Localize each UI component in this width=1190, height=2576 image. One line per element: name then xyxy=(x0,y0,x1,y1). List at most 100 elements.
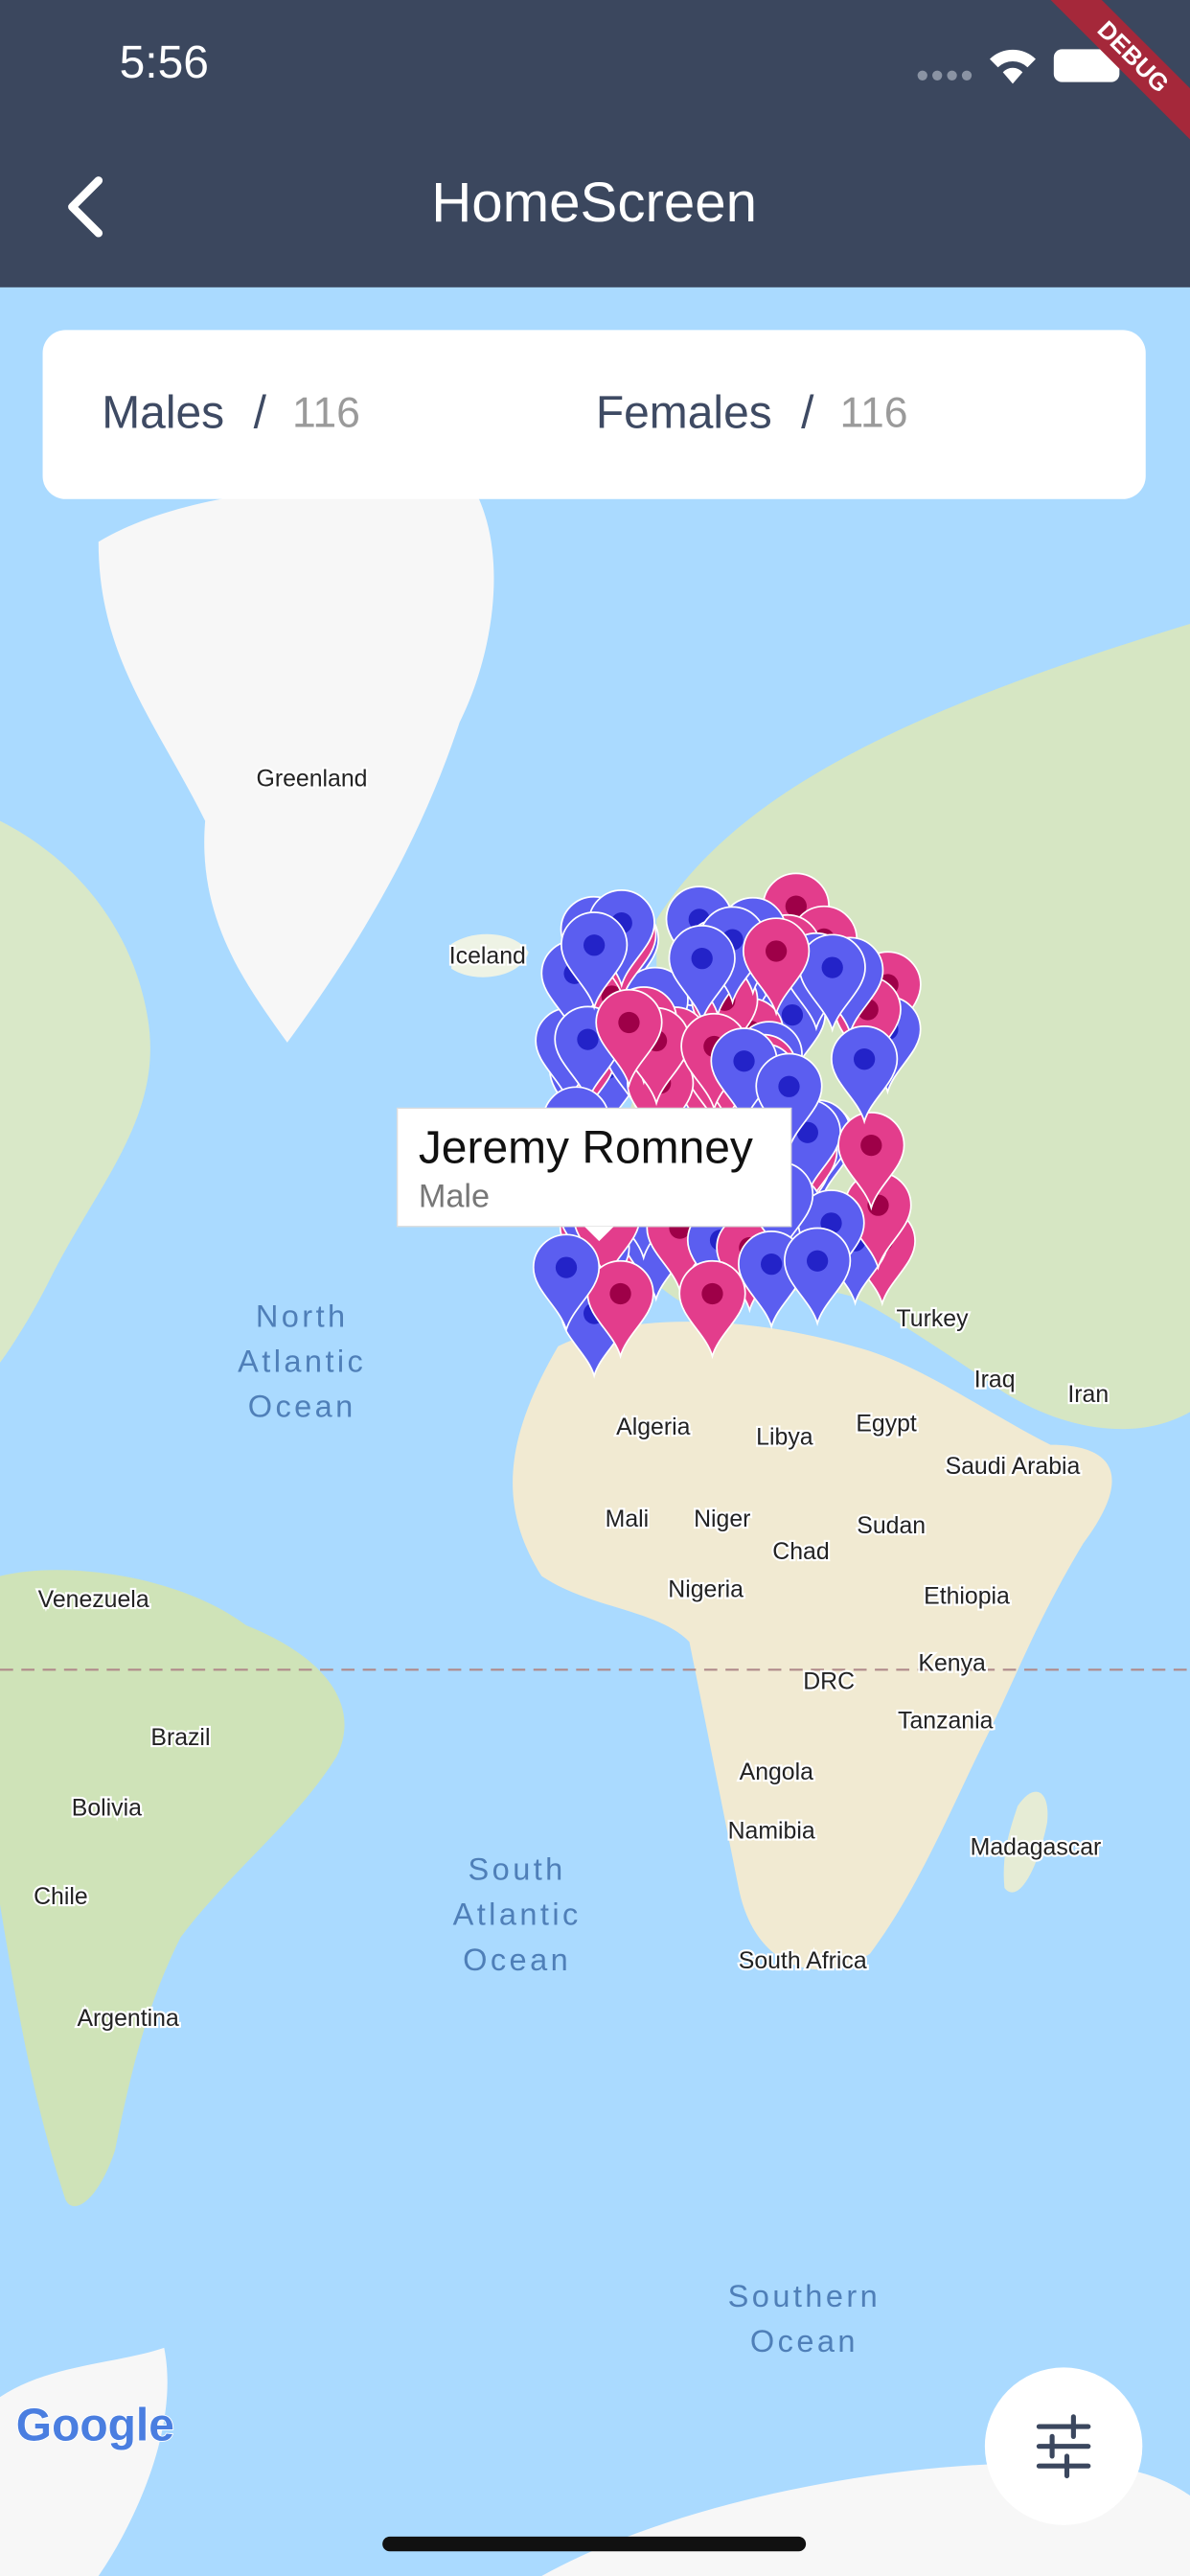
africa xyxy=(513,1322,1112,1970)
ocean-label: South xyxy=(469,1852,566,1887)
battery-icon xyxy=(1053,49,1120,82)
place-label: Greenland xyxy=(257,766,368,792)
marker-dot xyxy=(785,895,807,917)
marker-pin xyxy=(798,933,866,1033)
place-label: Turkey xyxy=(897,1306,970,1332)
map-marker[interactable] xyxy=(831,1025,899,1125)
map-marker[interactable] xyxy=(743,917,811,1017)
marker-pin xyxy=(586,1259,654,1360)
status-time: 5:56 xyxy=(120,37,209,88)
marker-dot xyxy=(555,1256,578,1278)
marker-pin xyxy=(668,925,736,1024)
place-label: DRC xyxy=(803,1669,855,1695)
place-label: Iraq xyxy=(974,1367,1016,1392)
place-label: Brazil xyxy=(150,1725,210,1751)
marker-pin xyxy=(561,911,629,1011)
debug-ribbon xyxy=(1050,0,1190,140)
place-label: Madagascar xyxy=(971,1835,1102,1861)
map-marker[interactable] xyxy=(755,1052,823,1153)
marker-dot xyxy=(609,1282,631,1305)
back-button[interactable] xyxy=(68,176,103,238)
south-america xyxy=(0,1570,345,2207)
google-logo: Google xyxy=(16,2400,174,2450)
info-window: Jeremy Romney Male xyxy=(396,1107,792,1242)
ocean-label: Atlantic xyxy=(238,1344,366,1378)
marker-dot xyxy=(701,1282,723,1305)
marker-dot xyxy=(853,1048,876,1070)
ocean-label: North xyxy=(256,1299,349,1333)
info-gender: Male xyxy=(419,1179,490,1215)
place-label: South Africa xyxy=(739,1948,867,1974)
marker-dot xyxy=(691,948,713,970)
marker-dot xyxy=(733,1050,755,1072)
place-label: Kenya xyxy=(918,1651,986,1677)
marker-dot xyxy=(618,1011,640,1034)
place-label: Chile xyxy=(34,1884,88,1910)
map-marker[interactable] xyxy=(837,1112,905,1211)
place-label: Mali xyxy=(606,1506,650,1532)
place-label: Iran xyxy=(1067,1382,1109,1408)
place-label: Ethiopia xyxy=(924,1583,1010,1609)
males-separator: / xyxy=(254,387,267,438)
map-marker[interactable] xyxy=(798,933,866,1033)
app-bar xyxy=(0,0,1190,288)
signal-icon xyxy=(917,70,973,80)
females-stat: Females / 116 xyxy=(596,387,908,438)
iceland xyxy=(451,933,529,978)
home-indicator xyxy=(382,2536,807,2552)
map-marker[interactable] xyxy=(678,1259,746,1360)
place-label: Argentina xyxy=(77,2006,178,2032)
marker-pin xyxy=(755,1052,823,1153)
madagascar xyxy=(1003,1791,1048,1893)
map-marker[interactable] xyxy=(561,911,629,1011)
marker-dot xyxy=(778,1075,800,1097)
place-label: Namibia xyxy=(728,1818,815,1844)
marker-pin xyxy=(784,1227,852,1326)
greenland xyxy=(98,486,494,1043)
marker-pin xyxy=(743,917,811,1017)
info-name: Jeremy Romney xyxy=(419,1123,753,1174)
marker-dot xyxy=(577,1028,599,1050)
app-title: HomeScreen xyxy=(431,172,757,234)
stats-card xyxy=(42,330,1146,499)
ocean-label: Atlantic xyxy=(453,1898,582,1932)
marker-pin xyxy=(532,1233,601,1333)
map-marker[interactable] xyxy=(595,988,663,1089)
place-label: Egypt xyxy=(856,1412,917,1438)
wifi-icon xyxy=(990,49,1036,84)
info-window-pointer xyxy=(584,1226,614,1242)
females-label: Females xyxy=(596,387,772,438)
place-label: Chad xyxy=(772,1539,829,1565)
map-marker[interactable] xyxy=(586,1259,654,1360)
markers xyxy=(532,872,922,1379)
place-label: Angola xyxy=(740,1760,813,1785)
filter-icon xyxy=(1036,2414,1091,2479)
marker-dot xyxy=(781,1003,804,1026)
info-window-box xyxy=(396,1107,792,1228)
map-marker[interactable] xyxy=(784,1227,852,1326)
map-labels: Greenland Iceland Turkey Iraq Iran Algeria Lib… xyxy=(32,764,1110,2358)
marker-pin xyxy=(595,988,663,1089)
females-separator: / xyxy=(801,387,814,438)
ocean-label: Ocean xyxy=(248,1390,356,1424)
place-label: Saudi Arabia xyxy=(946,1454,1081,1480)
place-label: Iceland xyxy=(449,943,526,969)
marker-dot xyxy=(806,1250,829,1272)
marker-pin xyxy=(837,1112,905,1211)
males-count: 116 xyxy=(292,389,360,436)
females-count: 116 xyxy=(840,389,908,436)
marker-pin xyxy=(678,1259,746,1360)
place-label: Niger xyxy=(694,1506,750,1532)
map-marker[interactable] xyxy=(532,1233,601,1333)
marker-dot xyxy=(761,1254,783,1276)
map-marker[interactable] xyxy=(668,925,736,1024)
marker-dot xyxy=(584,934,606,956)
place-label: Nigeria xyxy=(668,1577,744,1603)
marker-dot xyxy=(821,956,843,978)
marker-dot xyxy=(765,940,788,962)
ocean-label: Southern xyxy=(728,2279,881,2313)
antarctica-west xyxy=(0,2347,168,2576)
marker-dot xyxy=(796,1121,818,1143)
ocean-label: Ocean xyxy=(750,2324,858,2358)
